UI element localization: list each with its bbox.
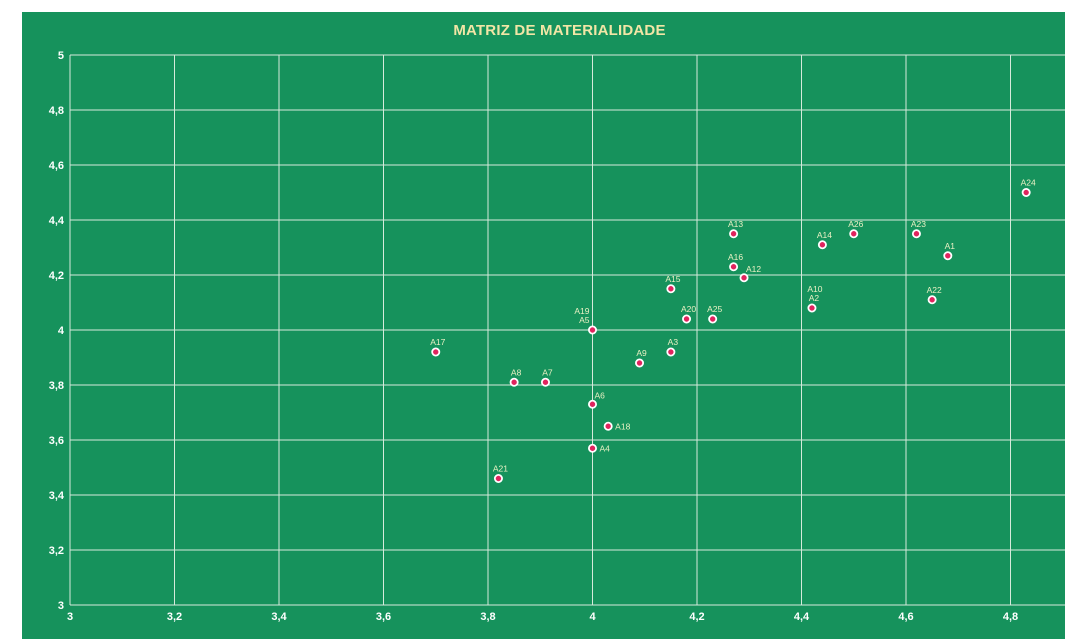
point-label: A12 [746,264,761,274]
point-label: A16 [728,252,743,262]
point-label: A19 [574,306,589,316]
scatter-plot: 3 3,2 3,4 3,6 3,8 4 4,2 4,4 4,6 4,8 5 3 3,2 3,4 3,6 3,8… [49,50,1065,623]
data-point[interactable] [739,273,749,283]
point-label: A2 [809,293,820,303]
x-tick-label: 4,8 [1003,611,1018,623]
y-tick-label: 3,4 [49,490,65,502]
chart-panel: MATRIZ DE MATERIALIDADE 3 3,2 3,4 3,6 3,8 4 4,… [22,12,1065,639]
point-label: A17 [430,337,445,347]
tick-labels: 3 3,2 3,4 3,6 3,8 4 4,2 4,4 4,6 4,8 5 3 3,2 3,4 3,6 3,8… [49,50,1018,623]
data-point[interactable] [588,443,598,453]
y-tick-label: 5 [58,50,64,62]
x-tick-label: 3,6 [376,611,391,623]
data-point[interactable] [729,229,739,239]
point-label: A5 [579,315,590,325]
data-point[interactable] [927,295,937,305]
data-point[interactable] [588,325,598,335]
x-tick-label: 4,6 [898,611,913,623]
point-label: A18 [615,421,630,431]
y-tick-label: 4 [58,325,65,337]
data-point[interactable] [729,262,739,272]
point-label: A10 [807,284,822,294]
data-point[interactable] [1021,187,1031,197]
x-tick-label: 3,4 [271,611,287,623]
data-point[interactable] [817,240,827,250]
x-tick-label: 3,2 [167,611,182,623]
point-label: A23 [911,219,926,229]
point-label: A4 [600,443,611,453]
chart-title: MATRIZ DE MATERIALIDADE [453,22,666,39]
point-label: A22 [927,285,942,295]
data-point[interactable] [603,421,613,431]
point-label: A3 [668,337,679,347]
point-label: A26 [848,219,863,229]
x-tick-label: 3,8 [480,611,495,623]
x-tick-label: 4,4 [794,611,810,623]
data-point[interactable] [911,229,921,239]
y-tick-label: 3 [58,600,64,612]
data-point[interactable] [666,284,676,294]
point-label: A25 [707,304,722,314]
x-tick-label: 4,2 [689,611,704,623]
point-label: A13 [728,219,743,229]
data-point[interactable] [509,377,519,387]
data-point[interactable] [635,358,645,368]
data-point[interactable] [807,303,817,313]
data-point[interactable] [708,314,718,324]
data-point[interactable] [682,314,692,324]
x-tick-label: 3 [67,611,73,623]
data-point[interactable] [431,347,441,357]
point-label: A1 [945,241,956,251]
grid-lines [69,54,1065,606]
data-point[interactable] [493,473,503,483]
y-tick-label: 4,4 [49,215,65,227]
data-point[interactable] [943,251,953,261]
point-label: A7 [542,367,553,377]
data-point[interactable] [666,347,676,357]
y-tick-label: 4,6 [49,160,64,172]
y-tick-label: 3,8 [49,380,64,392]
point-label: A9 [636,348,647,358]
y-tick-label: 3,2 [49,545,64,557]
y-tick-label: 3,6 [49,435,64,447]
point-label: A20 [681,304,696,314]
point-label: A14 [817,230,832,240]
data-point[interactable] [588,399,598,409]
y-tick-label: 4,2 [49,270,64,282]
data-point[interactable] [849,229,859,239]
point-label: A8 [511,367,522,377]
point-label: A24 [1021,178,1036,188]
x-tick-label: 4 [589,611,596,623]
point-label: A15 [665,274,680,284]
data-point[interactable] [540,377,550,387]
y-tick-label: 4,8 [49,105,64,117]
point-label: A6 [595,390,606,400]
point-label: A21 [493,464,508,474]
